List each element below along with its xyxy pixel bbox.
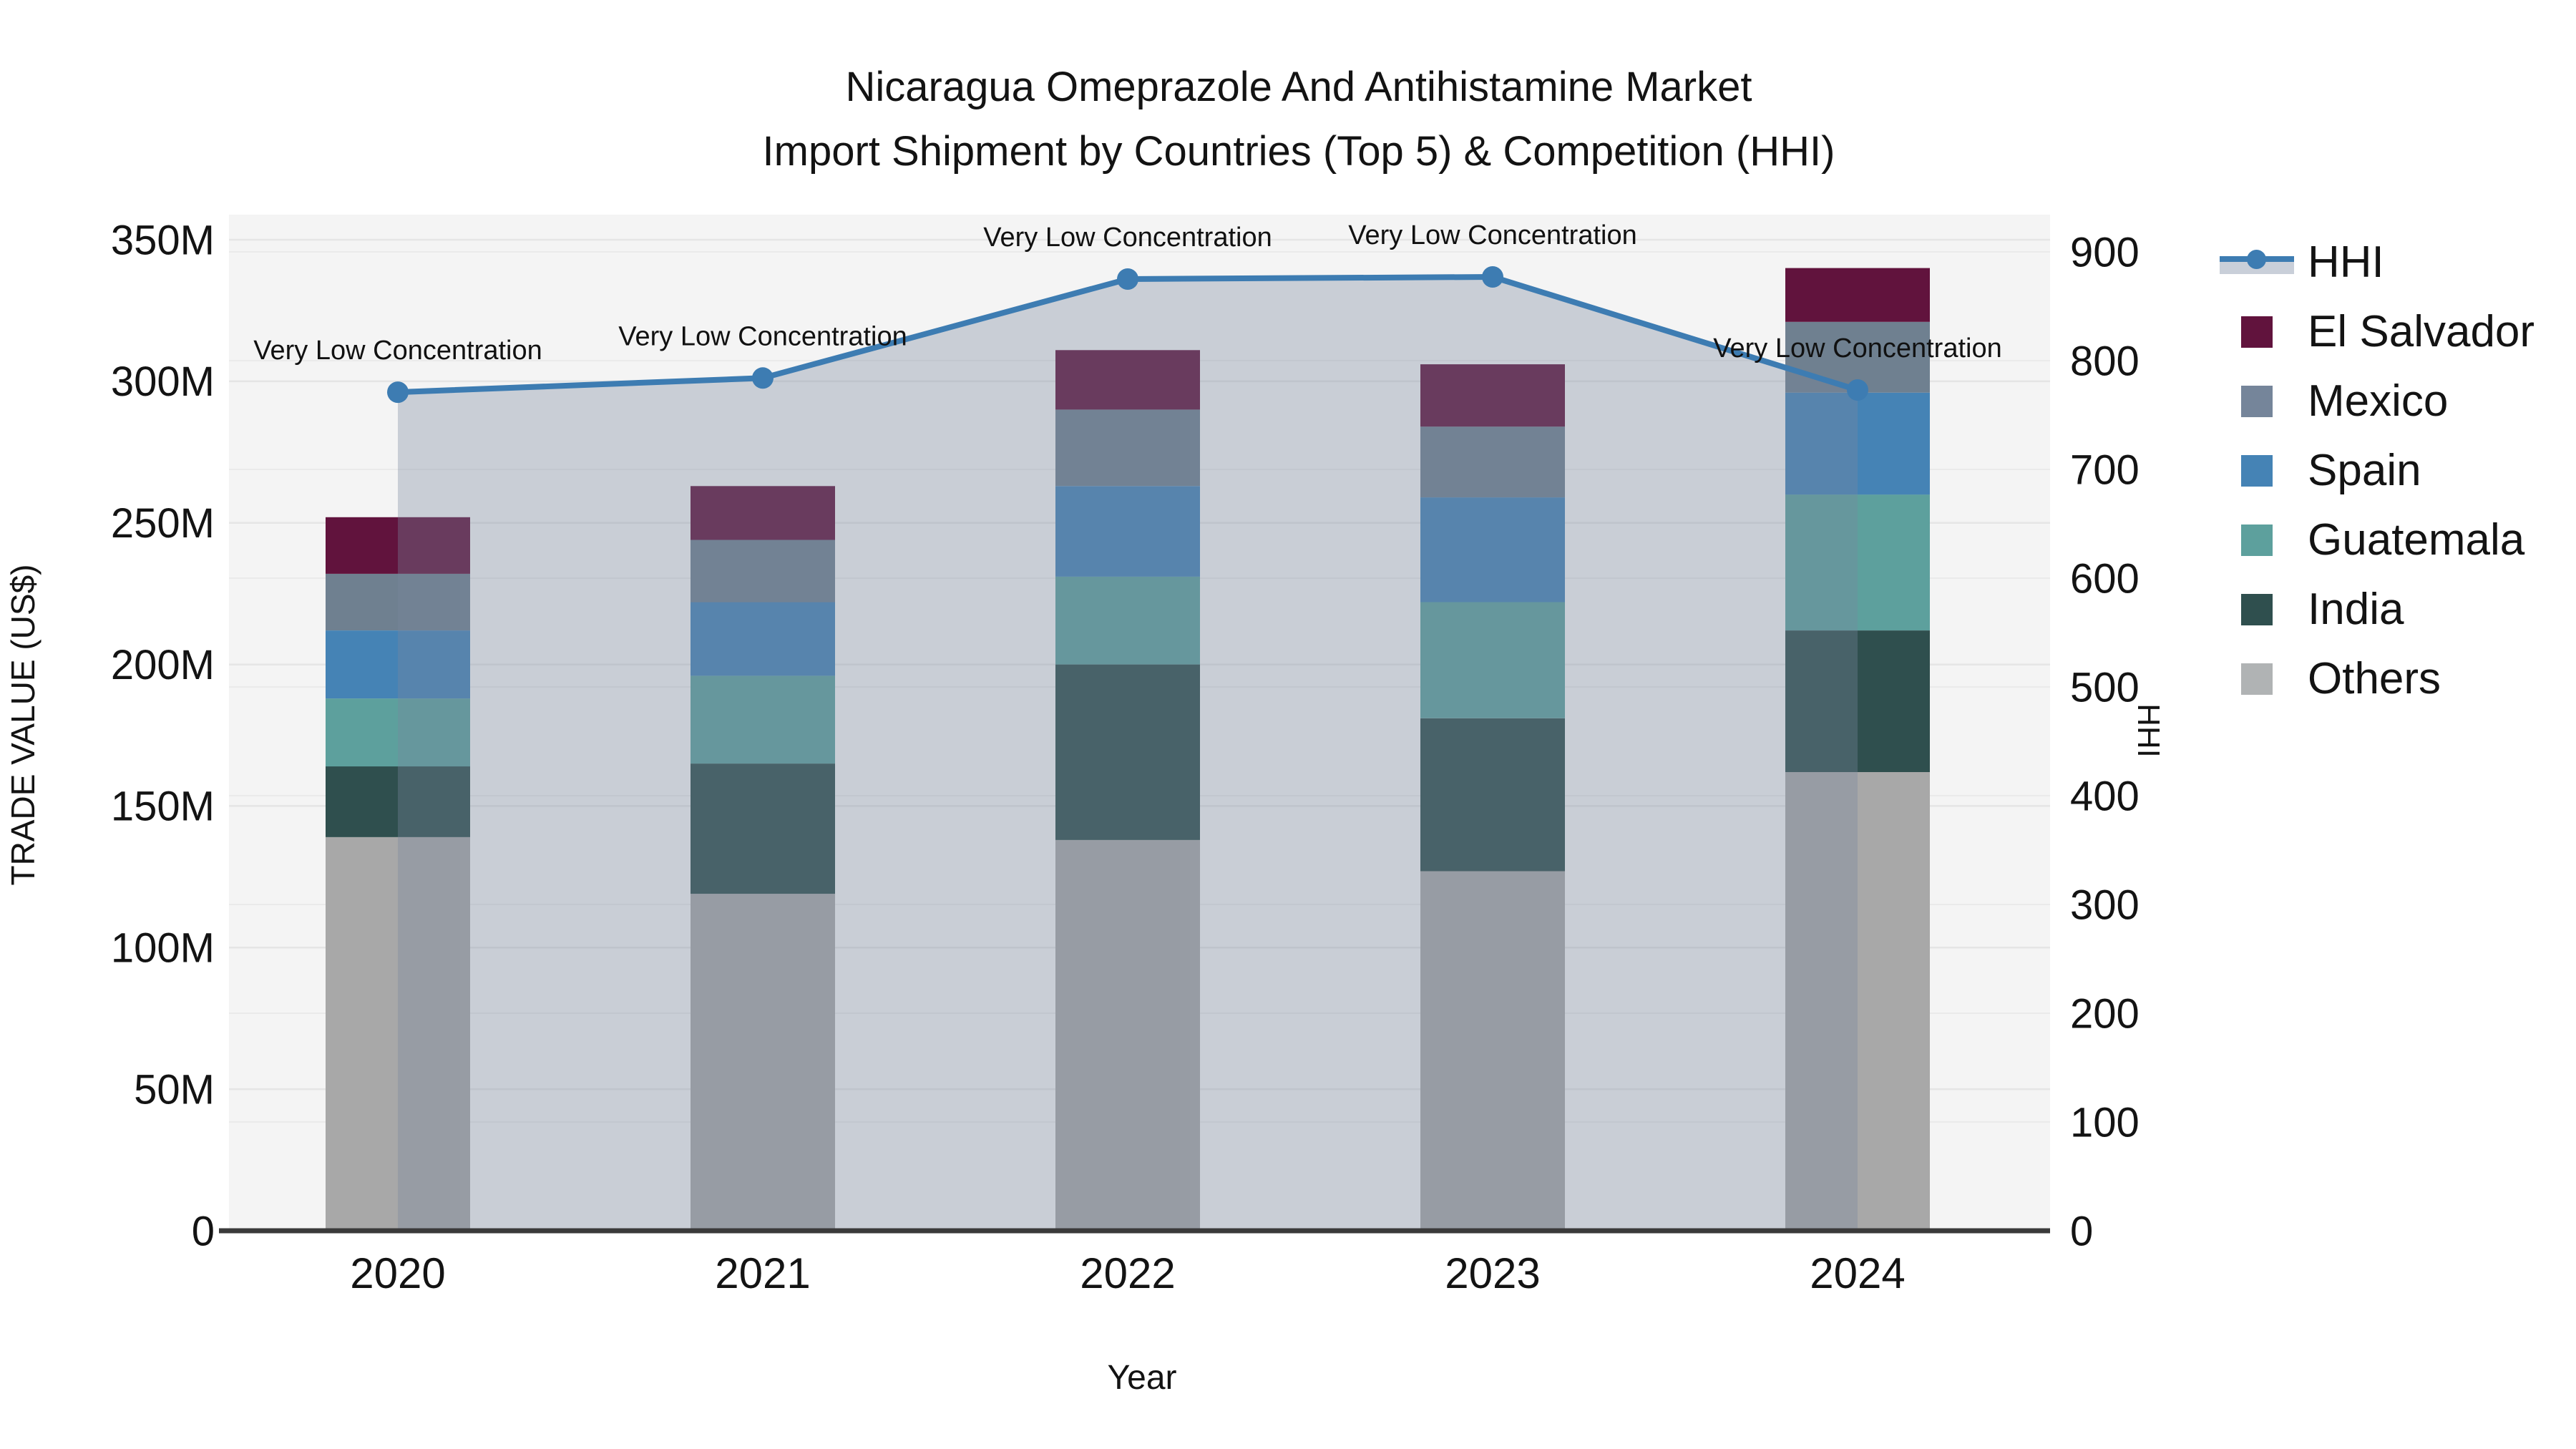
y-right-tick-600: 600: [2070, 555, 2140, 602]
bar-2022-el-salvador[interactable]: [1055, 350, 1200, 410]
legend-swatch-icon: [2215, 593, 2299, 625]
y-axis-right-label: HHI: [2131, 703, 2166, 758]
legend-item-spain[interactable]: Spain: [2215, 436, 2534, 505]
bar-2021-others[interactable]: [691, 894, 835, 1231]
annotation-2021: Very Low Concentration: [618, 321, 907, 351]
legend-item-hhi[interactable]: HHI: [2215, 228, 2534, 297]
y-left-tick-150M: 150M: [111, 784, 215, 830]
legend-label: India: [2308, 585, 2404, 634]
legend-label: Others: [2308, 654, 2441, 703]
hhi-marker-2021[interactable]: [752, 367, 774, 389]
hhi-marker-2024[interactable]: [1847, 379, 1868, 401]
legend: HHI El Salvador Mexico Spain Guatemala India O…: [2215, 228, 2534, 713]
hhi-line-icon: [2215, 248, 2299, 277]
bar-2022-india[interactable]: [1055, 664, 1200, 840]
y-left-tick-100M: 100M: [111, 925, 215, 972]
bar-2021-mexico[interactable]: [691, 540, 835, 602]
chart-title-line2: Import Shipment by Countries (Top 5) & C…: [762, 128, 1835, 175]
y-left-tick-300M: 300M: [111, 358, 215, 405]
hhi-marker-2023[interactable]: [1482, 266, 1503, 288]
hhi-marker-2022[interactable]: [1117, 268, 1138, 290]
legend-swatch-icon: [2215, 385, 2299, 417]
y-right-tick-300: 300: [2070, 882, 2140, 928]
annotation-2022: Very Low Concentration: [983, 223, 1272, 253]
legend-item-others[interactable]: Others: [2215, 644, 2534, 713]
bar-2023-el-salvador[interactable]: [1420, 364, 1565, 427]
bar-2024-others[interactable]: [1785, 771, 1930, 1231]
x-tick-2021: 2021: [715, 1249, 810, 1297]
bar-2024-guatemala[interactable]: [1785, 494, 1930, 630]
y-right-tick-500: 500: [2070, 664, 2140, 711]
legend-swatch-icon: [2215, 524, 2299, 556]
bar-2023-india[interactable]: [1420, 718, 1565, 872]
y-left-tick-0: 0: [192, 1208, 215, 1254]
bar-2022-spain[interactable]: [1055, 486, 1200, 577]
y-right-tick-400: 400: [2070, 773, 2140, 819]
bar-2020-spain[interactable]: [326, 630, 470, 699]
bar-2021-guatemala[interactable]: [691, 675, 835, 764]
y-right-tick-200: 200: [2070, 990, 2140, 1037]
bar-2023-spain[interactable]: [1420, 497, 1565, 602]
x-tick-2023: 2023: [1445, 1249, 1540, 1297]
bar-2022-mexico[interactable]: [1055, 409, 1200, 487]
y-left-tick-250M: 250M: [111, 500, 215, 547]
annotation-2020: Very Low Concentration: [253, 336, 542, 366]
bar-2022-guatemala[interactable]: [1055, 576, 1200, 665]
y-right-tick-0: 0: [2070, 1208, 2093, 1254]
bar-2020-mexico[interactable]: [326, 573, 470, 630]
legend-item-mexico[interactable]: Mexico: [2215, 366, 2534, 436]
bar-2021-el-salvador[interactable]: [691, 486, 835, 540]
legend-label: Spain: [2308, 446, 2421, 495]
x-tick-2024: 2024: [1810, 1249, 1905, 1297]
x-axis-label: Year: [1107, 1359, 1177, 1397]
y-left-tick-50M: 50M: [134, 1066, 215, 1113]
bar-2020-el-salvador[interactable]: [326, 517, 470, 574]
y-left-tick-350M: 350M: [111, 217, 215, 263]
legend-swatch-icon: [2215, 454, 2299, 487]
annotation-2024: Very Low Concentration: [1713, 333, 2001, 364]
y-right-tick-900: 900: [2070, 229, 2140, 275]
x-tick-2022: 2022: [1080, 1249, 1175, 1297]
legend-label: El Salvador: [2308, 307, 2535, 356]
y-left-tick-200M: 200M: [111, 642, 215, 688]
bar-2023-mexico[interactable]: [1420, 426, 1565, 498]
bar-2020-guatemala[interactable]: [326, 698, 470, 767]
y-right-tick-100: 100: [2070, 1099, 2140, 1146]
y-right-tick-700: 700: [2070, 447, 2140, 493]
bar-2020-india[interactable]: [326, 766, 470, 837]
bar-2024-el-salvador[interactable]: [1785, 268, 1930, 322]
legend-label: Mexico: [2308, 376, 2449, 426]
y-axis-left-label: TRADE VALUE (US$): [4, 564, 42, 886]
bar-2023-others[interactable]: [1420, 871, 1565, 1231]
legend-item-guatemala[interactable]: Guatemala: [2215, 505, 2534, 575]
legend-item-el-salvador[interactable]: El Salvador: [2215, 297, 2534, 366]
bar-2024-spain[interactable]: [1785, 392, 1930, 495]
annotation-2023: Very Low Concentration: [1348, 220, 1636, 250]
legend-swatch-icon: [2215, 663, 2299, 695]
x-tick-2020: 2020: [350, 1249, 445, 1297]
bar-2021-spain[interactable]: [691, 602, 835, 676]
legend-swatch-icon: [2215, 316, 2299, 348]
bar-2022-others[interactable]: [1055, 839, 1200, 1231]
bar-2020-others[interactable]: [326, 837, 470, 1231]
legend-label: HHI: [2308, 238, 2384, 287]
legend-label: Guatemala: [2308, 515, 2525, 565]
y-right-tick-800: 800: [2070, 338, 2140, 384]
bar-2023-guatemala[interactable]: [1420, 602, 1565, 718]
hhi-marker-2020[interactable]: [387, 381, 409, 404]
hhi-area: [398, 277, 1858, 1231]
bar-2021-india[interactable]: [691, 763, 835, 894]
legend-item-india[interactable]: India: [2215, 575, 2534, 644]
chart-title-line1: Nicaragua Omeprazole And Antihistamine M…: [845, 64, 1752, 110]
bar-2024-india[interactable]: [1785, 630, 1930, 772]
